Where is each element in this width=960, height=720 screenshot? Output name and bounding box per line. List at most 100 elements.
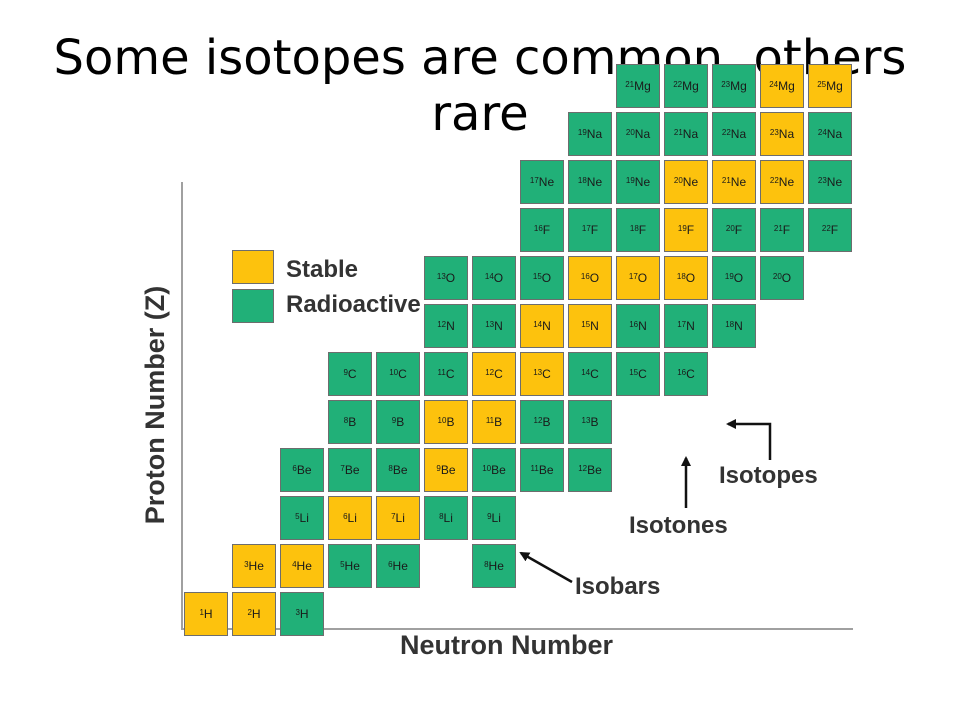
element-symbol: B xyxy=(446,415,455,429)
element-symbol: He xyxy=(344,559,360,573)
element-symbol: Be xyxy=(440,463,456,477)
nuclide-cell: 11 B xyxy=(472,400,516,444)
element-symbol: Ne xyxy=(634,175,651,189)
nuclide-cell: 7 Li xyxy=(376,496,420,540)
nuclide-cell: 10 Be xyxy=(472,448,516,492)
isotopes-arrow xyxy=(726,419,772,460)
legend-label-radioactive: Radioactive xyxy=(286,291,421,318)
element-symbol: N xyxy=(494,319,503,333)
element-symbol: He xyxy=(296,559,312,573)
element-symbol: Be xyxy=(344,463,360,477)
nuclide-cell: 17 O xyxy=(616,256,660,300)
nuclide-cell: 22 Ne xyxy=(760,160,804,204)
nuclide-cell: 19 Na xyxy=(568,112,612,156)
nuclide-cell: 19 F xyxy=(664,208,708,252)
nuclide-cell: 18 O xyxy=(664,256,708,300)
nuclide-cell: 22 Mg xyxy=(664,64,708,108)
nuclide-cell: 22 F xyxy=(808,208,852,252)
element-symbol: Mg xyxy=(730,79,747,93)
nuclide-cell: 12 C xyxy=(472,352,516,396)
element-symbol: O xyxy=(733,271,744,285)
nuclide-cell: 8 He xyxy=(472,544,516,588)
element-symbol: B xyxy=(396,415,405,429)
element-symbol: Li xyxy=(395,511,405,525)
element-symbol: F xyxy=(590,223,599,237)
element-symbol: N xyxy=(686,319,695,333)
nuclide-cell: 24 Na xyxy=(808,112,852,156)
nuclide-cell: 5 Li xyxy=(280,496,324,540)
nuclide-cell: 7 Be xyxy=(328,448,372,492)
element-symbol: Li xyxy=(347,511,357,525)
element-symbol: Ne xyxy=(586,175,603,189)
element-symbol: Na xyxy=(634,127,651,141)
nuclide-cell: 11 Be xyxy=(520,448,564,492)
element-symbol: B xyxy=(590,415,599,429)
element-symbol: H xyxy=(299,607,309,621)
isotones-label: Isotones xyxy=(629,512,728,539)
nuclide-cell: 20 O xyxy=(760,256,804,300)
element-symbol: Mg xyxy=(778,79,795,93)
nuclide-cell: 17 N xyxy=(664,304,708,348)
element-symbol: He xyxy=(248,559,264,573)
element-symbol: Li xyxy=(299,511,309,525)
element-symbol: Be xyxy=(587,463,602,477)
element-symbol: N xyxy=(446,319,455,333)
element-symbol: H xyxy=(203,607,213,621)
element-symbol: Na xyxy=(826,127,843,141)
nuclide-cell: 14 N xyxy=(520,304,564,348)
element-symbol: O xyxy=(685,271,696,285)
element-symbol: Be xyxy=(538,463,554,477)
element-symbol: B xyxy=(542,415,551,429)
nuclide-cell: 20 Na xyxy=(616,112,660,156)
element-symbol: Mg xyxy=(682,79,699,93)
nuclide-cell: 23 Ne xyxy=(808,160,852,204)
nuclide-cell: 5 He xyxy=(328,544,372,588)
nuclide-cell: 14 C xyxy=(568,352,612,396)
nuclide-cell: 23 Mg xyxy=(712,64,756,108)
element-symbol: He xyxy=(488,559,504,573)
x-axis-label: Neutron Number xyxy=(400,630,614,660)
element-symbol: F xyxy=(782,223,791,237)
element-symbol: O xyxy=(541,271,552,285)
element-symbol: Be xyxy=(491,463,506,477)
element-symbol: Be xyxy=(296,463,312,477)
element-symbol: O xyxy=(637,271,648,285)
element-symbol: C xyxy=(494,367,503,381)
element-symbol: Na xyxy=(586,127,603,141)
legend-swatch-radioactive xyxy=(232,289,274,323)
legend-swatch-stable xyxy=(232,250,274,284)
nuclide-cell: 6 He xyxy=(376,544,420,588)
isobars-arrow xyxy=(519,551,573,584)
element-symbol: N xyxy=(590,319,599,333)
element-symbol: Na xyxy=(778,127,795,141)
isotopes-label: Isotopes xyxy=(719,462,818,489)
element-symbol: Na xyxy=(730,127,747,141)
element-symbol: Na xyxy=(682,127,699,141)
y-axis-line xyxy=(181,182,183,630)
nuclide-cell: 13 O xyxy=(424,256,468,300)
nuclide-cell: 12 N xyxy=(424,304,468,348)
nuclide-cell: 15 N xyxy=(568,304,612,348)
element-symbol: C xyxy=(590,367,599,381)
nuclide-cell: 19 Ne xyxy=(616,160,660,204)
element-symbol: C xyxy=(542,367,551,381)
element-symbol: F xyxy=(686,223,695,237)
nuclide-cell: 13 B xyxy=(568,400,612,444)
nuclide-cell: 8 Be xyxy=(376,448,420,492)
element-symbol: C xyxy=(347,367,357,381)
element-symbol: Ne xyxy=(826,175,843,189)
element-symbol: C xyxy=(638,367,647,381)
element-symbol: C xyxy=(398,367,407,381)
nuclide-cell: 24 Mg xyxy=(760,64,804,108)
nuclide-cell: 13 N xyxy=(472,304,516,348)
element-symbol: F xyxy=(830,223,839,237)
nuclide-cell: 22 Na xyxy=(712,112,756,156)
nuclide-cell: 15 C xyxy=(616,352,660,396)
element-symbol: H xyxy=(251,607,261,621)
nuclide-cell: 12 Be xyxy=(568,448,612,492)
